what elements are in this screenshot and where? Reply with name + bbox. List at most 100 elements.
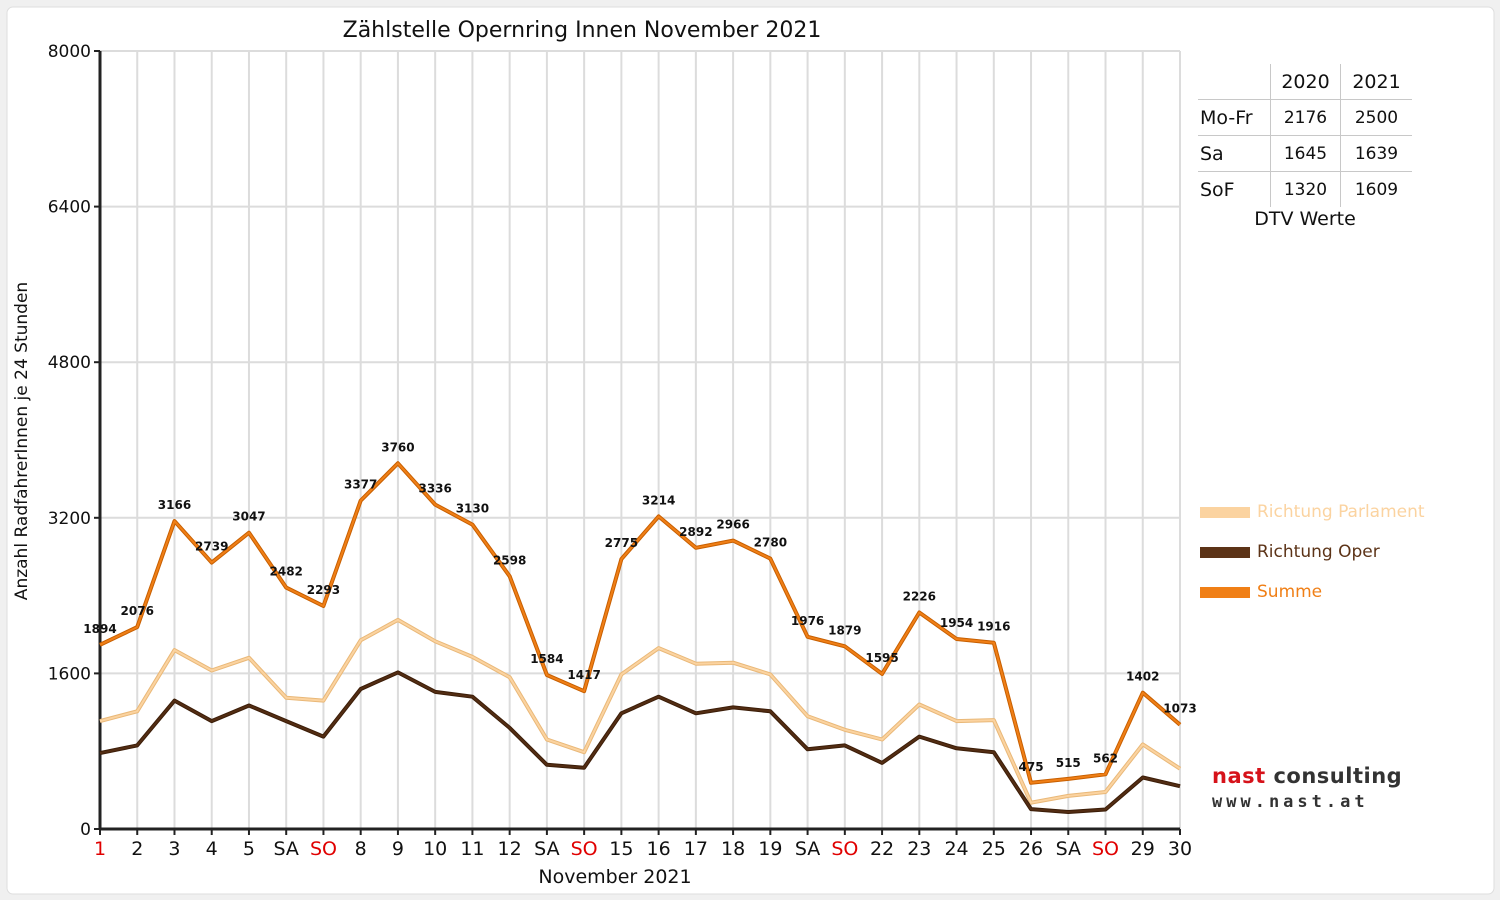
legend-item-summe: Summe	[1200, 572, 1425, 612]
series-line-richtung-oper	[99, 671, 1181, 813]
chart-legend: Richtung Parlament Richtung Oper Summe	[1200, 492, 1425, 612]
x-tick-label: SA	[534, 838, 559, 860]
dtv-cell-2020: 1320	[1270, 172, 1340, 207]
dtv-row-label: Mo-Fr	[1200, 106, 1253, 129]
dtv-cell-2021: 2500	[1340, 100, 1412, 135]
dtv-table: 2020 2021 Mo-Fr 2176 2500 Sa 1645 1639 S…	[1198, 64, 1412, 207]
x-tick-label: 10	[423, 838, 447, 860]
data-label-summe: 2775	[605, 536, 638, 550]
x-tick-label: SA	[273, 838, 298, 860]
dtv-row-label: Sa	[1200, 142, 1224, 165]
x-tick-label: 12	[498, 838, 522, 860]
legend-label: Summe	[1257, 582, 1323, 602]
chart-title: Zählstelle Opernring Innen November 2021	[343, 18, 822, 43]
x-tick-label: SO	[310, 838, 337, 860]
dtv-cell-2021: 1639	[1340, 136, 1412, 171]
data-label-summe: 2482	[270, 565, 303, 579]
y-tick-label: 4800	[48, 353, 91, 373]
legend-label: Richtung Oper	[1257, 542, 1380, 562]
y-tick-label: 0	[80, 820, 91, 840]
y-axis-title: Anzahl RadfahrerInnen je 24 Stunden	[12, 282, 32, 600]
dtv-caption: DTV Werte	[1254, 208, 1356, 230]
dtv-header-2021: 2021	[1340, 64, 1412, 99]
axes	[94, 50, 1181, 835]
data-label-summe: 2739	[195, 540, 228, 554]
data-label-summe: 475	[1019, 760, 1044, 774]
data-label-summe: 1595	[865, 651, 898, 665]
dtv-header-row: 2020 2021	[1198, 64, 1412, 99]
series-line-summe	[99, 462, 1181, 784]
x-tick-label: SA	[795, 838, 820, 860]
x-tick-label: 5	[243, 838, 255, 860]
data-label-summe: 1916	[977, 620, 1010, 634]
y-tick-labels: 0 1600 3200 4800 6400 8000	[48, 42, 91, 840]
logo-consulting: consulting	[1273, 764, 1403, 788]
panel-background	[6, 6, 1495, 895]
x-tick-label: SO	[571, 838, 598, 860]
data-label-summe: 2293	[307, 583, 340, 597]
y-tick-label: 3200	[48, 509, 91, 529]
dtv-cell-2021: 1609	[1340, 172, 1412, 207]
data-label-summe: 3760	[381, 440, 414, 454]
x-axis-title: November 2021	[538, 866, 691, 888]
x-tick-label: 23	[907, 838, 931, 860]
y-tick-label: 8000	[48, 42, 91, 62]
data-label-summe: 1073	[1163, 702, 1196, 716]
x-tick-label: 18	[721, 838, 745, 860]
data-label-summe: 1417	[567, 668, 600, 682]
data-label-summe: 2226	[903, 590, 936, 604]
data-label-summe: 515	[1056, 756, 1081, 770]
x-tick-label: 22	[870, 838, 894, 860]
x-tick-label: 8	[355, 838, 367, 860]
series-line-richtung-parlament	[99, 618, 1181, 804]
x-tick-label: 29	[1131, 838, 1155, 860]
data-label-summe: 562	[1093, 751, 1118, 765]
data-label-summe: 3214	[642, 493, 675, 507]
data-label-summe: 1894	[83, 622, 116, 636]
x-tick-label: SA	[1056, 838, 1081, 860]
x-tick-label: 30	[1168, 838, 1192, 860]
x-tick-label: 2	[131, 838, 143, 860]
legend-label: Richtung Parlament	[1257, 502, 1425, 522]
logo-wordmark: nast consulting	[1212, 764, 1402, 788]
legend-swatch	[1200, 586, 1250, 598]
data-label-summe: 3166	[158, 498, 191, 512]
data-label-summe: 2076	[121, 604, 154, 618]
x-tick-label: 15	[609, 838, 633, 860]
x-tick-label: 3	[168, 838, 180, 860]
logo-url: www.nast.at	[1212, 792, 1369, 812]
gridlines	[100, 50, 1181, 829]
series-lines	[99, 461, 1182, 814]
data-label-summe: 1976	[791, 614, 824, 628]
dtv-cell-2020: 2176	[1270, 100, 1340, 135]
legend-swatch	[1200, 506, 1250, 518]
dtv-cell-2020: 1645	[1270, 136, 1340, 171]
data-label-summe: 1879	[828, 623, 861, 637]
dtv-header-corner	[1198, 64, 1270, 99]
data-labels: 1894 2076 3166 2739 3047 2482 2293 3377 3760 3336…	[83, 440, 1196, 773]
x-tick-label: 19	[758, 838, 782, 860]
legend-item-oper: Richtung Oper	[1200, 532, 1425, 572]
legend-swatch	[1200, 546, 1250, 558]
x-tick-label: 16	[647, 838, 671, 860]
x-tick-labels: 1 2 3 4 5 SA SO 8 9 10 11 12 SA SO 15 16 17 18 19 SA SO 22 23 2…	[94, 838, 1192, 860]
data-label-summe: 3377	[344, 478, 377, 492]
data-label-summe: 3130	[456, 502, 489, 516]
x-tick-label: 25	[982, 838, 1006, 860]
data-label-summe: 2598	[493, 553, 526, 567]
dtv-row-sa: Sa 1645 1639	[1198, 135, 1412, 171]
x-tick-label: 26	[1019, 838, 1043, 860]
x-tick-label: 1	[94, 838, 106, 860]
dtv-header-2020: 2020	[1270, 64, 1340, 99]
x-tick-label: SO	[1092, 838, 1119, 860]
data-label-summe: 3047	[232, 510, 265, 524]
data-label-summe: 1402	[1126, 670, 1159, 684]
dtv-row-sof: SoF 1320 1609	[1198, 171, 1412, 207]
x-tick-label: 4	[206, 838, 218, 860]
dtv-row-mofr: Mo-Fr 2176 2500	[1198, 99, 1412, 135]
legend-item-parlament: Richtung Parlament	[1200, 492, 1425, 532]
data-label-summe: 1954	[940, 616, 973, 630]
data-label-summe: 2966	[716, 518, 749, 532]
